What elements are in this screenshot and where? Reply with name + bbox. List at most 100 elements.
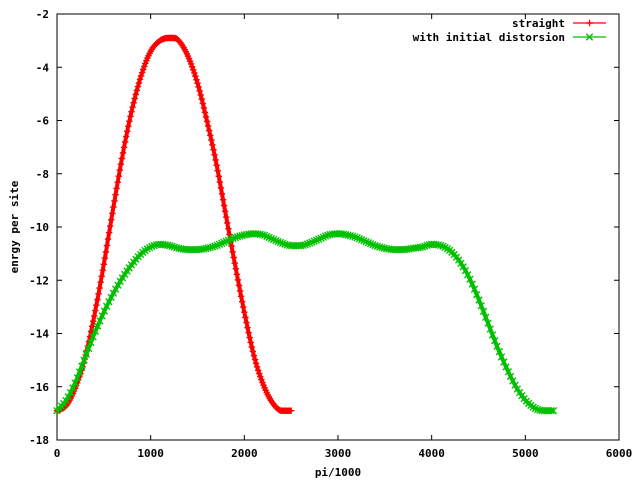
data-point	[211, 151, 218, 158]
data-point	[475, 296, 483, 304]
data-point	[500, 358, 508, 366]
data-point	[195, 83, 202, 91]
data-point	[134, 83, 142, 90]
data-point	[436, 241, 445, 250]
data-point	[509, 377, 517, 385]
x-tick-label: 0	[54, 447, 61, 460]
data-point	[192, 73, 199, 80]
data-point	[461, 266, 470, 275]
data-point	[236, 287, 244, 295]
y-tick-label: -4	[36, 61, 50, 74]
data-point	[547, 407, 555, 415]
y-tick-label: -8	[36, 168, 49, 181]
data-point	[209, 141, 216, 149]
data-point	[245, 329, 252, 336]
x-tick-label: 1000	[137, 447, 164, 460]
data-point	[222, 237, 230, 246]
data-point	[506, 372, 515, 381]
data-point	[306, 239, 314, 247]
data-point	[241, 309, 248, 316]
y-axis-label: enrgy per site	[8, 180, 21, 273]
data-point	[276, 238, 285, 247]
data-point	[91, 312, 98, 320]
data-point	[497, 353, 506, 361]
data-point	[225, 225, 232, 232]
data-point	[256, 370, 263, 377]
data-point	[434, 241, 443, 249]
data-point	[212, 156, 219, 164]
data-point	[96, 284, 103, 292]
data-point	[486, 325, 494, 333]
data-point	[92, 307, 99, 314]
data-point	[89, 317, 97, 325]
data-point	[136, 76, 144, 83]
data-point	[105, 229, 113, 236]
data-point	[138, 69, 146, 76]
data-point	[114, 281, 122, 289]
data-point	[109, 210, 116, 217]
data-point	[214, 167, 221, 174]
data-point	[100, 307, 109, 315]
data-point	[120, 144, 128, 151]
y-tick-label: -6	[36, 115, 50, 128]
data-point	[242, 314, 249, 321]
data-point	[224, 219, 231, 227]
data-point	[243, 319, 250, 326]
data-point	[127, 113, 134, 120]
data-point	[140, 66, 147, 73]
data-point	[126, 118, 133, 125]
data-point	[193, 76, 200, 83]
data-point	[488, 331, 497, 339]
data-point	[473, 290, 481, 299]
data-point	[235, 282, 243, 289]
data-point	[78, 362, 86, 370]
data-point	[168, 242, 176, 251]
data-point	[121, 270, 129, 279]
data-point	[137, 72, 145, 80]
data-point	[504, 368, 512, 376]
data-point	[267, 234, 276, 243]
x-tick-label: 4000	[418, 447, 445, 460]
data-point	[303, 240, 312, 248]
data-point	[206, 127, 213, 134]
data-point	[421, 242, 429, 250]
data-point	[247, 339, 254, 346]
data-point	[233, 233, 242, 241]
x-axis-label: pi/1000	[315, 466, 361, 479]
data-point	[128, 108, 135, 115]
data-point	[351, 233, 359, 241]
series-2	[53, 229, 558, 415]
data-point	[301, 241, 309, 249]
data-point	[231, 259, 238, 267]
data-point	[360, 236, 368, 245]
data-point	[228, 242, 235, 250]
data-point	[495, 347, 503, 356]
data-point	[73, 374, 82, 382]
data-point	[502, 363, 510, 371]
data-point	[94, 296, 101, 303]
data-point	[252, 360, 260, 367]
data-point	[91, 327, 100, 336]
data-point	[188, 63, 196, 70]
legend-label: straight	[512, 17, 565, 30]
data-point	[281, 240, 289, 248]
data-point	[364, 238, 373, 247]
data-point	[112, 191, 119, 198]
data-point	[493, 342, 501, 350]
data-point	[463, 271, 472, 279]
data-point	[111, 197, 118, 205]
data-point	[129, 103, 136, 111]
data-point	[102, 302, 111, 311]
legend-marker	[586, 19, 593, 27]
data-point	[96, 317, 104, 325]
series-layer	[53, 34, 558, 415]
data-point	[133, 87, 141, 94]
data-point	[223, 213, 230, 221]
data-point	[312, 236, 321, 244]
data-point	[215, 173, 222, 180]
data-point	[357, 235, 366, 244]
data-point	[269, 235, 278, 244]
data-point	[207, 132, 214, 139]
data-point	[240, 303, 247, 311]
data-point	[84, 344, 93, 353]
